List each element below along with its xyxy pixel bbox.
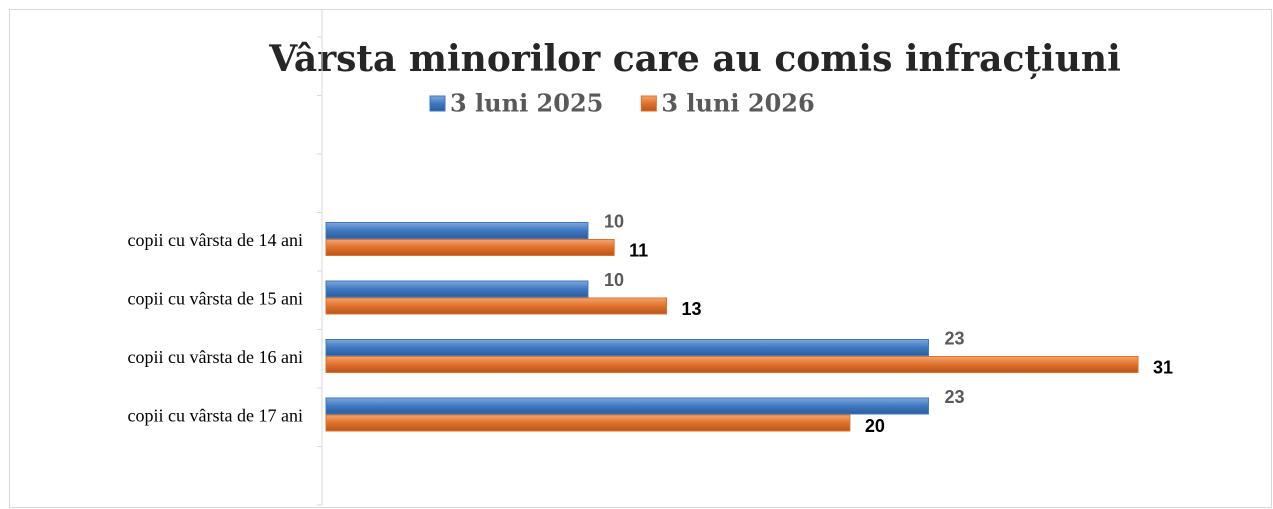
bar: [325, 297, 668, 315]
legend-swatch: [429, 95, 446, 112]
bar: [325, 222, 589, 239]
value-label: 20: [865, 416, 885, 436]
value-label: 11: [629, 240, 648, 260]
bar: [325, 280, 589, 298]
value-label: 13: [682, 299, 702, 319]
bar: [325, 239, 615, 256]
category-label: copii cu vârsta de 16 ani: [128, 347, 303, 367]
legend-label: 3 luni 2026: [661, 89, 814, 118]
value-label: 23: [944, 387, 964, 407]
category-label: copii cu vârsta de 14 ani: [128, 230, 303, 250]
legend-swatch: [640, 95, 657, 112]
value-label: 23: [944, 328, 964, 348]
bar: [325, 356, 1139, 373]
value-label: 31: [1153, 357, 1173, 377]
bar: [325, 397, 929, 415]
bar: [325, 339, 929, 356]
category-label: copii cu vârsta de 15 ani: [128, 288, 303, 308]
chart-title: Vârsta minorilor care au comis infracțiu…: [268, 38, 1121, 80]
category-label: copii cu vârsta de 17 ani: [128, 405, 303, 425]
legend-label: 3 luni 2025: [450, 89, 603, 118]
value-label: 10: [604, 270, 624, 290]
chart-border: [9, 9, 1272, 508]
value-label: 10: [604, 211, 624, 231]
bar: [325, 414, 851, 432]
